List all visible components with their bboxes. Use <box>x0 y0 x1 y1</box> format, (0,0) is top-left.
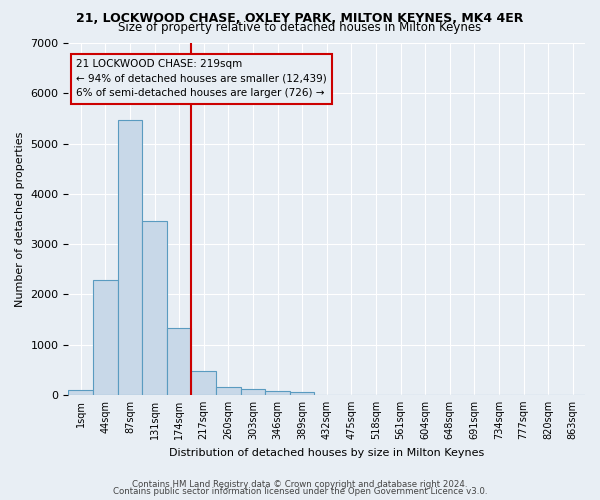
Bar <box>167 328 191 395</box>
Text: Contains HM Land Registry data © Crown copyright and database right 2024.: Contains HM Land Registry data © Crown c… <box>132 480 468 489</box>
Bar <box>241 390 265 395</box>
Bar <box>118 120 142 395</box>
Text: 21, LOCKWOOD CHASE, OXLEY PARK, MILTON KEYNES, MK4 4ER: 21, LOCKWOOD CHASE, OXLEY PARK, MILTON K… <box>76 12 524 24</box>
Bar <box>290 392 314 395</box>
Bar <box>191 371 216 395</box>
Bar <box>142 222 167 395</box>
Text: Size of property relative to detached houses in Milton Keynes: Size of property relative to detached ho… <box>118 22 482 35</box>
Bar <box>68 390 93 395</box>
Bar <box>265 391 290 395</box>
Text: 21 LOCKWOOD CHASE: 219sqm
← 94% of detached houses are smaller (12,439)
6% of se: 21 LOCKWOOD CHASE: 219sqm ← 94% of detac… <box>76 59 327 98</box>
Bar <box>93 280 118 395</box>
Text: Contains public sector information licensed under the Open Government Licence v3: Contains public sector information licen… <box>113 487 487 496</box>
Bar <box>216 387 241 395</box>
Y-axis label: Number of detached properties: Number of detached properties <box>15 131 25 306</box>
X-axis label: Distribution of detached houses by size in Milton Keynes: Distribution of detached houses by size … <box>169 448 484 458</box>
